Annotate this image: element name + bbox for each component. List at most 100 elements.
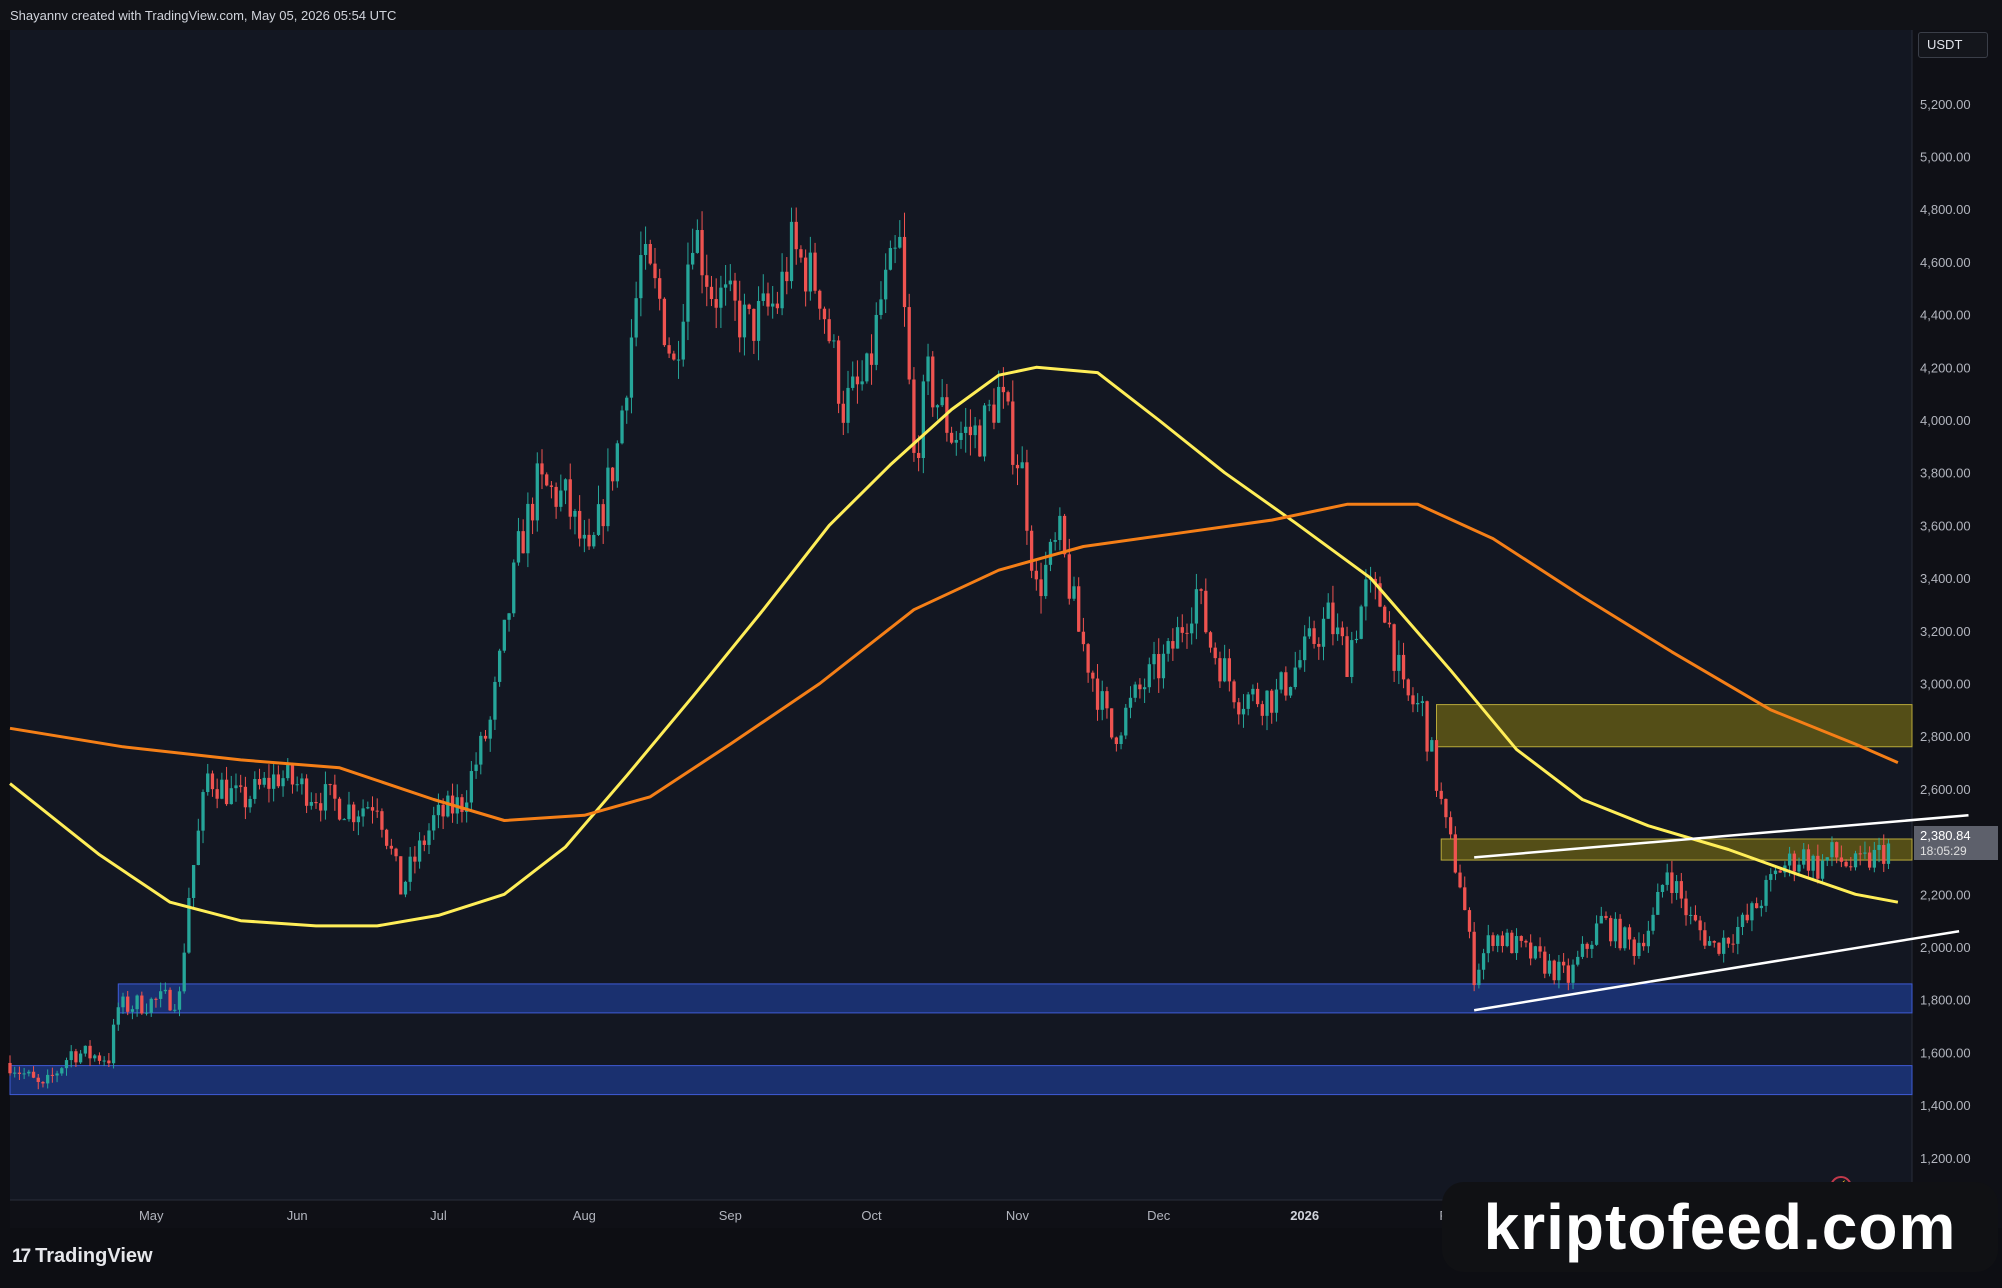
time-tick-label: Jun: [287, 1208, 308, 1223]
candle-body: [93, 1055, 97, 1059]
candle-body: [1044, 564, 1048, 597]
candle-body: [177, 991, 182, 1010]
candle-body: [323, 784, 328, 811]
candle-body: [978, 425, 982, 457]
candle-body: [1491, 935, 1495, 946]
price-tick-label: 1,200.00: [1920, 1151, 1971, 1166]
candle-body: [803, 257, 808, 292]
candle-body: [60, 1068, 64, 1074]
candle-body: [1425, 701, 1429, 752]
candle-body: [111, 1024, 116, 1064]
candle-body: [592, 534, 596, 547]
candle-body: [1594, 923, 1599, 945]
candle-body: [1863, 852, 1867, 854]
time-tick-label: Oct: [861, 1208, 882, 1223]
candle-body: [1882, 845, 1886, 864]
candle-body: [1477, 969, 1481, 986]
candle-body: [1387, 622, 1392, 625]
candle-body: [286, 764, 290, 779]
candle-body: [1886, 843, 1891, 864]
candle-body: [1420, 701, 1425, 703]
candle-body: [629, 337, 634, 398]
candle-body: [290, 764, 295, 785]
currency-label[interactable]: USDT: [1918, 32, 1988, 58]
candle-body: [1679, 881, 1683, 899]
candle-body: [973, 425, 977, 436]
candle-body: [1006, 392, 1010, 402]
price-tick-label: 1,800.00: [1920, 993, 1971, 1008]
candle-body: [1693, 914, 1698, 921]
candle-body: [1350, 640, 1354, 677]
candle-body: [1481, 953, 1486, 970]
candle-body: [1703, 930, 1707, 946]
candle-body: [1844, 861, 1848, 867]
candle-body: [1745, 914, 1749, 921]
candle-body: [1754, 903, 1759, 909]
chart-credit: Shayannv created with TradingView.com, M…: [10, 8, 397, 23]
candle-body: [1585, 943, 1589, 949]
candle-body: [1453, 834, 1457, 873]
candle-body: [949, 432, 954, 443]
candle-body: [987, 404, 991, 406]
candle-body: [1406, 679, 1410, 696]
candle-body: [1557, 961, 1561, 981]
candle-body: [719, 287, 723, 308]
candle-body: [559, 490, 563, 507]
price-tick-label: 5,000.00: [1920, 149, 1971, 164]
candle-body: [74, 1051, 78, 1063]
candle-body: [1561, 961, 1566, 966]
time-tick-label: Dec: [1147, 1208, 1171, 1223]
candle-body: [1265, 690, 1269, 716]
candle-body: [502, 619, 506, 651]
candle-body: [884, 269, 888, 300]
candle-body: [1707, 941, 1712, 946]
candle-body: [1787, 853, 1792, 866]
candle-body: [1232, 681, 1236, 703]
candle-body: [992, 404, 996, 423]
candle-body: [1712, 941, 1716, 943]
price-ticks: 1,200.00 1,400.00 1,600.00 1,800.00 2,000.00…: [1920, 97, 1971, 1166]
candle-body: [855, 376, 860, 385]
candle-body: [1048, 541, 1053, 565]
candle-body: [1147, 664, 1151, 688]
candle-body: [578, 510, 582, 539]
candle-body: [1877, 845, 1881, 850]
candle-body: [239, 785, 243, 787]
candle-body: [554, 486, 558, 507]
candle-body: [1726, 937, 1731, 944]
candle-body: [1613, 918, 1618, 942]
candle-body: [1514, 936, 1519, 954]
candle-body: [389, 845, 393, 849]
candle-body: [1849, 866, 1853, 868]
candle-body: [761, 293, 765, 301]
candle-body: [997, 386, 1001, 423]
candle-body: [1566, 965, 1570, 983]
tradingview-logo[interactable]: 17 TradingView: [12, 1245, 153, 1268]
candle-body: [1736, 927, 1740, 944]
candle-body: [309, 802, 313, 806]
candle-body: [841, 403, 845, 423]
candle-countdown: 18:05:29: [1920, 844, 1967, 858]
candle-body: [954, 439, 958, 443]
candle-body: [1401, 654, 1406, 680]
candle-body: [676, 359, 681, 361]
candle-body: [403, 881, 408, 895]
candle-body: [497, 650, 502, 682]
candle-body: [262, 777, 266, 785]
candle-body: [1627, 927, 1632, 940]
candle-body: [22, 1073, 26, 1075]
candle-body: [304, 778, 309, 806]
candle-body: [1778, 870, 1782, 873]
candle-body: [1717, 942, 1721, 954]
candle-body: [1397, 654, 1401, 671]
price-axis: [1912, 30, 2002, 1228]
candle-body: [50, 1074, 55, 1076]
candle-body: [606, 467, 610, 527]
candle-body: [1317, 643, 1321, 647]
candle-body: [413, 856, 417, 862]
candle-body: [563, 479, 568, 491]
candle-body: [620, 410, 624, 444]
candle-body: [582, 534, 587, 539]
candle-body: [625, 397, 629, 411]
